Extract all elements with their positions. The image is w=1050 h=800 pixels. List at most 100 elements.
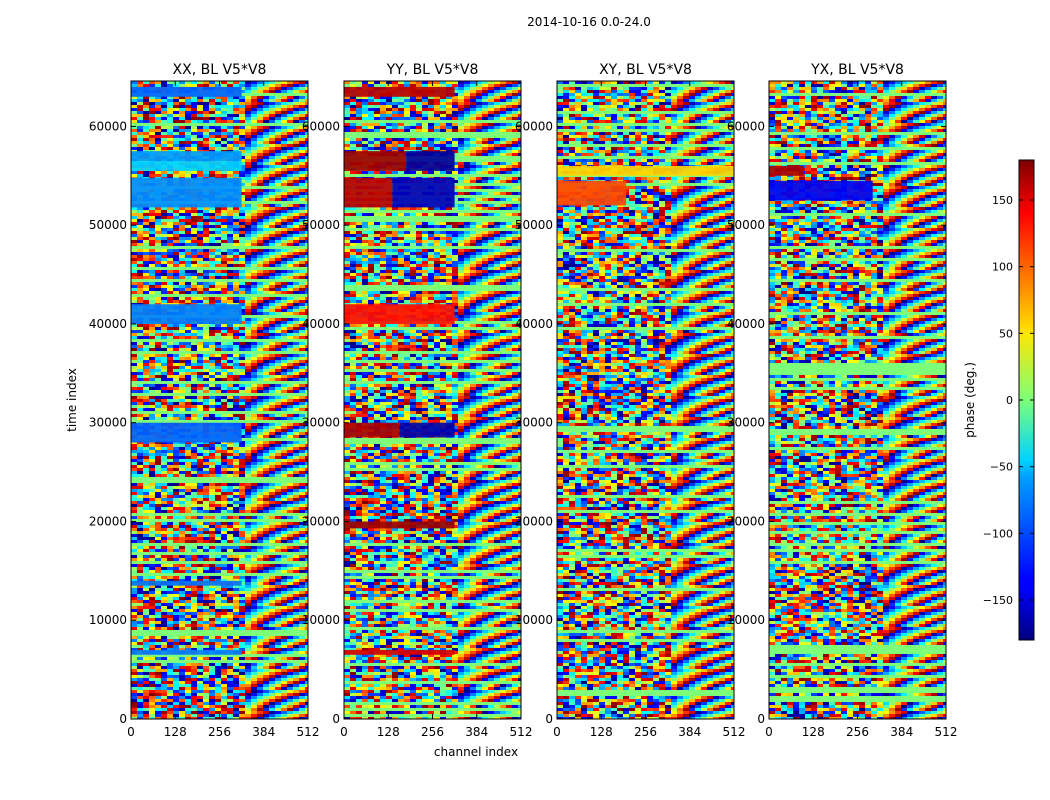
heatmap-cell	[191, 462, 197, 465]
heatmap-cell	[233, 111, 239, 114]
heatmap-cell	[257, 258, 263, 261]
heatmap-cell	[245, 144, 251, 147]
heatmap-cell	[149, 414, 155, 417]
heatmap-cell	[203, 585, 209, 588]
heatmap-cell	[251, 453, 257, 456]
heatmap-cell	[251, 141, 257, 144]
heatmap-cell	[245, 516, 251, 519]
heatmap-cell	[143, 621, 149, 624]
heatmap-cell	[233, 546, 239, 549]
heatmap-cell	[251, 327, 257, 330]
heatmap-cell	[137, 372, 143, 375]
heatmap-cell	[173, 324, 179, 327]
heatmap-cell	[299, 399, 305, 402]
heatmap-cell	[293, 384, 299, 387]
heatmap-cell	[257, 456, 263, 459]
heatmap-cell	[287, 132, 293, 135]
heatmap-cell	[137, 144, 143, 147]
heatmap-cell	[299, 507, 305, 510]
heatmap-cell	[191, 258, 197, 261]
heatmap-cell	[143, 234, 149, 237]
heatmap-cell	[245, 234, 251, 237]
heatmap-cell	[287, 588, 293, 591]
heatmap-cell	[221, 357, 227, 360]
heatmap-cell	[263, 612, 269, 615]
heatmap-cell	[251, 555, 257, 558]
heatmap-cell	[173, 138, 179, 141]
heatmap-cell	[227, 84, 233, 87]
heatmap-cell	[233, 222, 239, 225]
heatmap-cell	[197, 216, 203, 219]
heatmap-cell	[293, 306, 299, 309]
heatmap-cell	[287, 504, 293, 507]
heatmap-cell	[155, 96, 161, 99]
heatmap-cell	[197, 531, 203, 534]
heatmap-cell	[275, 162, 281, 165]
heatmap-cell	[263, 300, 269, 303]
heatmap-cell	[161, 249, 167, 252]
heatmap-cell	[191, 456, 197, 459]
heatmap-cell	[233, 324, 239, 327]
heatmap-cell	[281, 210, 287, 213]
heatmap-cell	[149, 333, 155, 336]
heatmap-cell	[191, 225, 197, 228]
heatmap-cell	[161, 234, 167, 237]
heatmap-cell	[149, 567, 155, 570]
heatmap-cell	[305, 258, 308, 261]
heatmap-cell	[293, 198, 299, 201]
heatmap-cell	[275, 117, 281, 120]
heatmap-cell	[173, 636, 179, 639]
heatmap-cell	[173, 249, 179, 252]
heatmap-cell	[179, 240, 185, 243]
heatmap-cell	[251, 258, 257, 261]
heatmap-cell	[245, 231, 251, 234]
heatmap-cell	[167, 606, 173, 609]
heatmap-cell	[155, 516, 161, 519]
heatmap-cell	[305, 507, 308, 510]
heatmap-cell	[269, 405, 275, 408]
heatmap-cell	[227, 138, 233, 141]
heatmap-cell	[281, 579, 287, 582]
heatmap-cell	[215, 297, 221, 300]
heatmap-cell	[287, 591, 293, 594]
heatmap-cell	[221, 231, 227, 234]
heatmap-cell	[209, 525, 215, 528]
heatmap-cell	[281, 198, 287, 201]
heatmap-cell	[263, 102, 269, 105]
heatmap-cell	[245, 255, 251, 258]
heatmap-cell	[167, 579, 173, 582]
heatmap-cell	[269, 219, 275, 222]
heatmap-cell	[167, 621, 173, 624]
heatmap-cell	[305, 642, 308, 645]
heatmap-cell	[215, 231, 221, 234]
heatmap-cell	[149, 450, 155, 453]
heatmap-cell	[269, 318, 275, 321]
heatmap-cell	[251, 96, 257, 99]
heatmap-cell	[299, 606, 305, 609]
heatmap-cell	[203, 237, 209, 240]
heatmap-cell	[281, 600, 287, 603]
heatmap-cell	[191, 270, 197, 273]
heatmap-cell	[233, 114, 239, 117]
heatmap-cell	[137, 120, 143, 123]
heatmap-cell	[137, 663, 143, 666]
heatmap-cell	[293, 498, 299, 501]
heatmap-cell	[131, 147, 137, 150]
heatmap-cell	[203, 117, 209, 120]
heatmap-cell	[191, 84, 197, 87]
heatmap-cell	[155, 273, 161, 276]
heatmap-cell	[251, 402, 257, 405]
heatmap-cell	[209, 468, 215, 471]
heatmap-cell	[281, 570, 287, 573]
heatmap-cell	[167, 612, 173, 615]
heatmap-cell	[269, 507, 275, 510]
heatmap-cell	[251, 276, 257, 279]
heatmap-cell	[167, 354, 173, 357]
heatmap-cell	[197, 210, 203, 213]
heatmap-cell	[143, 396, 149, 399]
heatmap-cell	[191, 144, 197, 147]
heatmap-cell	[203, 615, 209, 618]
heatmap-cell	[203, 594, 209, 597]
heatmap-cell	[167, 120, 173, 123]
heatmap-cell	[209, 234, 215, 237]
